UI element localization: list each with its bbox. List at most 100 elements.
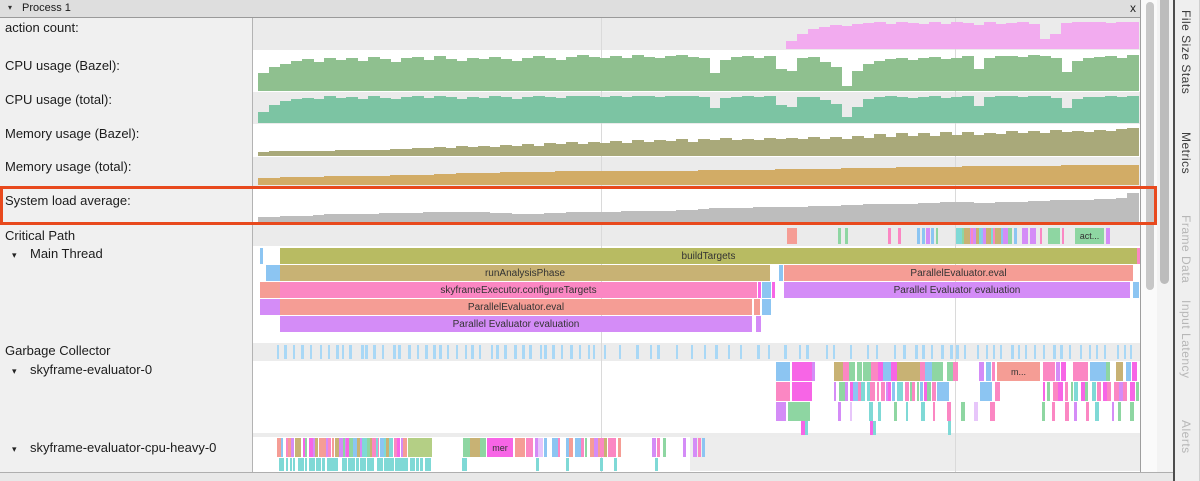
track-memory-usage-total[interactable]: [253, 157, 1140, 186]
chart-bar: [973, 69, 985, 91]
flame-slice[interactable]: skyframeExecutor.configureTargets: [280, 282, 757, 298]
chart-bar: [445, 173, 457, 185]
tab-frame-data[interactable]: Frame Data: [1179, 215, 1193, 284]
chart-bar: [676, 54, 688, 91]
chart-bar: [555, 98, 567, 123]
trace-tick: [1041, 402, 1045, 421]
track-action-count[interactable]: [253, 18, 1140, 50]
timeline-canvas[interactable]: act... buildTargets runAnalysisPhase Parall…: [253, 18, 1140, 472]
chart-bar: [808, 168, 820, 185]
trace-tick: [871, 362, 880, 381]
close-button[interactable]: x: [1130, 1, 1136, 15]
inner-vertical-scrollbar[interactable]: [1140, 0, 1157, 481]
trace-tick: [963, 345, 967, 359]
track-main-thread-depth-4[interactable]: ParallelEvaluator.eval: [253, 299, 1140, 315]
track-main-thread-depth-1[interactable]: buildTargets: [253, 248, 1140, 264]
track-main-thread-depth-5[interactable]: Parallel Evaluator evaluation: [253, 316, 1140, 332]
track-garbage-collector[interactable]: [253, 345, 1140, 359]
outer-vertical-scrollbar[interactable]: [1157, 0, 1173, 481]
chart-bar: [324, 176, 336, 185]
chart-bar: [632, 55, 644, 91]
chart-bar: [621, 211, 633, 224]
track-skyframe-evaluator-0-row-2[interactable]: [253, 382, 1140, 401]
chart-bar: [423, 148, 435, 156]
chart-bar: [984, 22, 996, 49]
chart-bar: [467, 57, 479, 91]
track-cpu-usage-total[interactable]: [253, 92, 1140, 124]
trace-tick: [504, 345, 508, 359]
chart-bar: [346, 213, 358, 224]
trace-tick: [377, 458, 381, 471]
track-label-main-thread[interactable]: ▾ Main Thread: [0, 246, 248, 261]
track-skyframe-evaluator-0-row-4[interactable]: [253, 421, 1140, 435]
chart-bar: [1105, 131, 1117, 156]
trace-tick: [1062, 228, 1064, 244]
chart-bar: [401, 58, 413, 91]
chart-bar: [313, 215, 325, 224]
trace-tick: [351, 458, 356, 471]
chart-bar: [753, 207, 765, 224]
track-skyframe-evaluator-0-row-1[interactable]: m...: [253, 362, 1140, 381]
inner-scrollbar-thumb[interactable]: [1146, 2, 1154, 290]
track-main-thread-depth-3[interactable]: skyframeExecutor.configureTargets Paralle…: [253, 282, 1140, 298]
track-skyframe-evaluator-0-row-3[interactable]: [253, 402, 1140, 421]
chart-bar: [269, 151, 281, 156]
track-critical-path[interactable]: act...: [253, 228, 1140, 244]
track-main-thread-depth-2[interactable]: runAnalysisPhase ParallelEvaluator.eval: [253, 265, 1140, 281]
track-label-skyframe-evaluator-cpu-heavy-0[interactable]: ▾ skyframe-evaluator-cpu-heavy-0: [0, 440, 248, 455]
trace-tick: [425, 345, 428, 359]
chart-bar: [698, 97, 710, 123]
tab-metrics[interactable]: Metrics: [1179, 132, 1193, 175]
trace-tick: [375, 438, 379, 457]
chart-bar: [654, 139, 666, 156]
flame-slice[interactable]: ParallelEvaluator.eval: [784, 265, 1133, 281]
chart-bar: [874, 167, 886, 185]
flame-slice[interactable]: Parallel Evaluator evaluation: [784, 282, 1130, 298]
chart-bar: [918, 203, 930, 224]
trace-tick: [801, 421, 805, 435]
horizontal-scrollbar[interactable]: [0, 472, 1173, 481]
chart-bar: [1094, 165, 1106, 185]
trace-tick: [260, 282, 280, 298]
collapse-icon[interactable]: ▾: [12, 250, 17, 260]
track-skyframe-evaluator-cpu-heavy-0-row-1[interactable]: mer: [253, 438, 1140, 457]
process-header[interactable]: ▾ Process 1 x: [0, 0, 1140, 18]
flame-slice[interactable]: act...: [1075, 228, 1104, 244]
chart-bar: [742, 55, 754, 91]
trace-tick: [1022, 228, 1028, 244]
chart-bar: [489, 212, 501, 224]
track-cpu-usage-bazel[interactable]: [253, 50, 1140, 92]
tab-file-size-stats[interactable]: File Size Stats: [1179, 10, 1193, 95]
trace-tick: [862, 362, 874, 381]
chart-bar: [412, 147, 424, 156]
collapse-icon[interactable]: ▾: [12, 444, 17, 454]
flame-slice[interactable]: mer: [487, 438, 513, 457]
track-memory-usage-bazel[interactable]: [253, 124, 1140, 157]
flame-slice[interactable]: runAnalysisPhase: [280, 265, 770, 281]
collapse-icon[interactable]: ▾: [12, 366, 17, 376]
chart-bar: [1039, 56, 1051, 91]
chart-bar: [852, 168, 864, 185]
trace-tick: [389, 438, 394, 457]
track-label-skyframe-evaluator-0[interactable]: ▾ skyframe-evaluator-0: [0, 362, 248, 377]
trace-tick: [992, 228, 996, 244]
flame-slice[interactable]: buildTargets: [280, 248, 1137, 264]
chart-bar: [522, 143, 534, 156]
chart-bar: [687, 56, 699, 91]
flame-slice[interactable]: Parallel Evaluator evaluation: [280, 316, 752, 332]
flame-slice[interactable]: ParallelEvaluator.eval: [280, 299, 752, 315]
flame-slice[interactable]: m...: [997, 362, 1040, 381]
chart-bar: [610, 96, 622, 123]
trace-tick: [360, 345, 364, 359]
trace-tick: [897, 382, 901, 401]
track-system-load-average[interactable]: [253, 186, 1140, 225]
tab-alerts[interactable]: Alerts: [1179, 420, 1193, 454]
trace-tick: [948, 421, 951, 435]
trace-tick: [1079, 345, 1082, 359]
chart-bar: [555, 144, 567, 156]
outer-scrollbar-thumb[interactable]: [1160, 0, 1169, 284]
chart-bar: [302, 59, 314, 91]
tab-input-latency[interactable]: Input Latency: [1179, 300, 1193, 379]
collapse-icon[interactable]: ▾: [8, 3, 13, 12]
track-skyframe-evaluator-cpu-heavy-0-row-2[interactable]: [253, 458, 1140, 471]
